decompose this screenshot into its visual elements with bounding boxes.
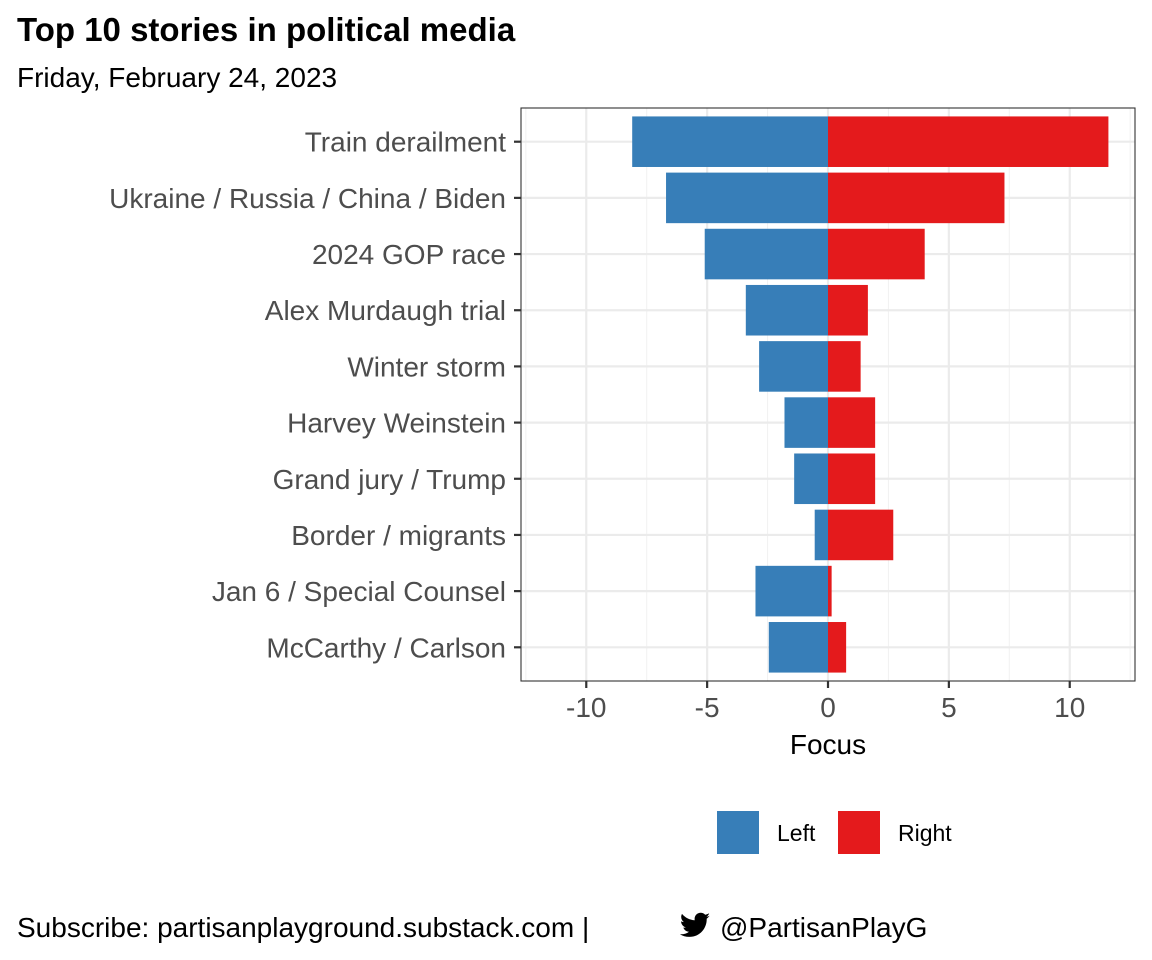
bars xyxy=(632,116,1109,673)
y-tick-label: Alex Murdaugh trial xyxy=(265,295,506,326)
y-tick-label: 2024 GOP race xyxy=(312,239,506,270)
y-tick-label: McCarthy / Carlson xyxy=(266,632,506,663)
bar-right xyxy=(828,116,1109,167)
x-tick-label: 0 xyxy=(820,692,836,723)
caption-prefix: Subscribe: partisanplayground.substack.c… xyxy=(17,912,589,943)
y-tick-label: Border / migrants xyxy=(291,520,506,551)
bar-right xyxy=(828,397,876,448)
bar-right xyxy=(828,341,861,392)
bar-left xyxy=(759,341,828,392)
bar-right xyxy=(828,284,868,336)
bar-left xyxy=(632,116,828,167)
x-tick-label: 5 xyxy=(941,692,957,723)
y-tick-label: Jan 6 / Special Counsel xyxy=(212,576,506,607)
chart-title: Top 10 stories in political media xyxy=(17,11,516,48)
bar-right xyxy=(828,228,925,280)
bar-left xyxy=(704,228,828,280)
x-tick-label: -10 xyxy=(566,692,606,723)
legend-label-left: Left xyxy=(777,820,816,846)
x-tick-label: 10 xyxy=(1054,692,1085,723)
chart-subtitle: Friday, February 24, 2023 xyxy=(17,62,337,93)
bar-right xyxy=(828,172,1005,224)
bar-left xyxy=(745,284,828,336)
twitter-bird-icon xyxy=(679,912,710,937)
bar-left xyxy=(768,622,828,673)
legend-swatch-right xyxy=(838,811,880,854)
y-tick-label: Train derailment xyxy=(305,127,506,158)
bar-right xyxy=(828,509,894,561)
legend-label-right: Right xyxy=(898,820,952,846)
y-tick-label: Grand jury / Trump xyxy=(273,464,506,495)
bar-right xyxy=(828,622,847,673)
bar-right xyxy=(828,453,876,505)
caption-handle: @PartisanPlayG xyxy=(720,912,927,943)
y-tick-label: Harvey Weinstein xyxy=(287,408,506,439)
bar-left xyxy=(794,453,828,505)
x-axis-title: Focus xyxy=(790,729,866,760)
bar-left xyxy=(814,509,828,561)
bar-left xyxy=(784,397,828,448)
bar-left xyxy=(755,565,828,617)
bar-left xyxy=(666,172,828,224)
y-tick-label: Winter storm xyxy=(347,351,506,382)
x-axis: -10 -5 0 5 10 xyxy=(566,681,1085,723)
bar-right xyxy=(828,565,832,617)
y-axis: Train derailment Ukraine / Russia / China… xyxy=(109,127,521,663)
legend: Left Right xyxy=(717,811,952,854)
y-tick-label: Ukraine / Russia / China / Biden xyxy=(109,183,506,214)
legend-swatch-left xyxy=(717,811,759,854)
x-tick-label: -5 xyxy=(695,692,720,723)
caption: Subscribe: partisanplayground.substack.c… xyxy=(17,912,927,943)
